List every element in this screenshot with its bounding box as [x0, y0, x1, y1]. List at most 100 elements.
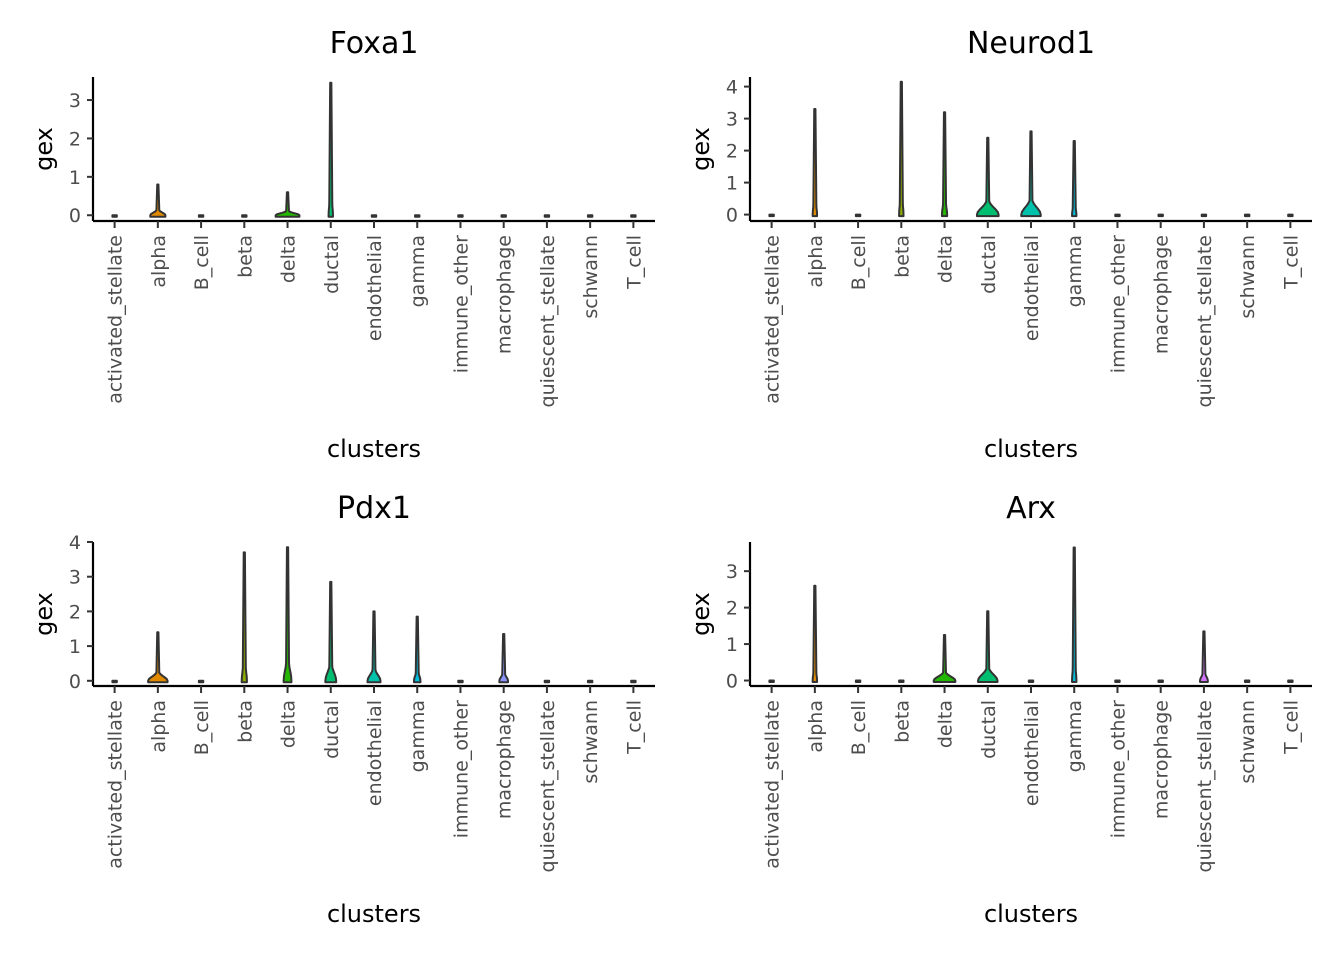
violin-alpha: [149, 183, 167, 218]
x-tick-label: immune_other: [1107, 700, 1129, 838]
x-tick-label: delta: [935, 235, 957, 283]
violin-ductal: [975, 136, 1000, 218]
violin-quiescent-stellate: [1200, 213, 1208, 218]
violin-delta: [274, 191, 301, 218]
y-axis-title: gex: [687, 127, 715, 171]
panel-arx: Arx 0 1 2 3 activated_stellate alpha B_cell beta…: [687, 491, 1312, 928]
violin-schwann: [586, 214, 594, 218]
x-tick-label: ductal: [321, 700, 343, 759]
violin-endothelial: [366, 610, 382, 684]
x-tick-label: ductal: [978, 235, 1000, 294]
x-axis-title: clusters: [327, 435, 421, 463]
x-tick-label: gamma: [1064, 235, 1086, 307]
y-tick-label: 3: [726, 109, 738, 131]
y-tick-label: 3: [726, 561, 738, 583]
x-tick-label: endothelial: [1021, 235, 1043, 341]
y-tick-label: 1: [69, 167, 81, 189]
violin-alpha: [811, 584, 819, 684]
x-tick-label: gamma: [1064, 700, 1086, 772]
violin-endothelial: [370, 214, 378, 218]
x-tick-label: quiescent_stellate: [537, 700, 559, 872]
x-tick-label: B_cell: [848, 700, 870, 755]
violin-beta: [898, 679, 905, 684]
x-tick-label: gamma: [407, 235, 429, 307]
violin-quiescent-stellate: [543, 214, 551, 218]
y-tick-label: 0: [726, 671, 738, 693]
y-tick-label: 0: [726, 205, 738, 227]
violin-schwann: [1243, 213, 1251, 218]
x-tick-label: endothelial: [1021, 700, 1043, 806]
y-axis-title: gex: [30, 592, 58, 636]
panel-pdx1: Pdx1 0 1 2 3 4 activated_stellate alpha B_cell be…: [30, 491, 655, 928]
y-tick-label: 3: [69, 90, 81, 112]
violin-immune-other: [1114, 679, 1121, 684]
x-tick-label: alpha: [805, 235, 827, 288]
violin-delta: [932, 633, 957, 684]
x-tick-label: immune_other: [450, 235, 472, 373]
x-tick-label: B_cell: [848, 235, 870, 290]
x-tick-label: activated_stellate: [762, 700, 784, 869]
x-tick-label: B_cell: [191, 235, 213, 290]
x-tick-label: macrophage: [1151, 700, 1173, 819]
violin-alpha: [147, 631, 169, 684]
violin-gamma: [414, 214, 421, 218]
y-tick-label: 1: [726, 634, 738, 656]
x-tick-label: quiescent_stellate: [537, 235, 559, 407]
violin-beta: [240, 551, 248, 684]
y-tick-label: 2: [69, 128, 81, 150]
violin-activated-stellate: [768, 213, 775, 218]
x-tick-label: macrophage: [494, 235, 516, 354]
panel-neurod1: Neurod1 0 1 2 3 4 activated_stellate alpha B_cel…: [687, 26, 1312, 463]
x-tick-label: endothelial: [364, 235, 386, 341]
violin-T-cell: [1287, 679, 1294, 684]
x-tick-label: activated_stellate: [762, 235, 784, 404]
x-tick-label: activated_stellate: [105, 700, 127, 869]
y-axis-title: gex: [30, 127, 58, 171]
violin-gamma: [412, 615, 422, 684]
y-tick-label: 2: [69, 601, 81, 623]
violin-ductal: [324, 580, 338, 684]
x-tick-label: delta: [935, 700, 957, 748]
y-tick-label: 0: [69, 671, 81, 693]
violin-T-cell: [630, 679, 637, 684]
x-tick-label: gamma: [407, 700, 429, 772]
y-tick-label: 2: [726, 598, 738, 620]
x-axis-title: clusters: [327, 900, 421, 928]
x-tick-label: T_cell: [623, 700, 645, 755]
x-tick-label: macrophage: [1151, 235, 1173, 354]
violin-immune-other: [457, 214, 464, 218]
x-tick-label: quiescent_stellate: [1194, 235, 1216, 407]
violin-macrophage: [1157, 679, 1164, 684]
x-tick-label: ductal: [978, 700, 1000, 759]
x-tick-label: beta: [234, 235, 256, 278]
y-tick-label: 0: [69, 205, 81, 227]
x-tick-label: schwann: [580, 235, 602, 319]
violin-ductal: [327, 81, 334, 218]
violin-macrophage: [1157, 213, 1164, 218]
x-tick-label: beta: [891, 700, 913, 743]
panel-title: Foxa1: [330, 26, 419, 61]
violin-schwann: [1243, 679, 1251, 684]
x-tick-label: T_cell: [1280, 235, 1302, 290]
x-tick-label: alpha: [148, 235, 170, 288]
violin-T-cell: [630, 214, 637, 218]
x-tick-label: ductal: [321, 235, 343, 294]
x-tick-label: quiescent_stellate: [1194, 700, 1216, 872]
y-tick-label: 1: [69, 636, 81, 658]
x-tick-label: delta: [278, 235, 300, 283]
violin-activated-stellate: [111, 214, 118, 218]
y-tick-label: 4: [726, 77, 738, 99]
violin-B-cell: [197, 214, 205, 218]
violin-ductal: [977, 610, 999, 684]
y-tick-label: 4: [69, 532, 81, 554]
x-tick-label: delta: [278, 700, 300, 748]
violin-T-cell: [1287, 213, 1294, 218]
x-tick-label: schwann: [1237, 700, 1259, 784]
violin-macrophage: [500, 214, 507, 218]
y-tick-label: 1: [726, 173, 738, 195]
violin-beta: [898, 80, 905, 218]
x-tick-label: T_cell: [623, 235, 645, 290]
y-tick-label: 3: [69, 567, 81, 589]
x-tick-label: macrophage: [494, 700, 516, 819]
